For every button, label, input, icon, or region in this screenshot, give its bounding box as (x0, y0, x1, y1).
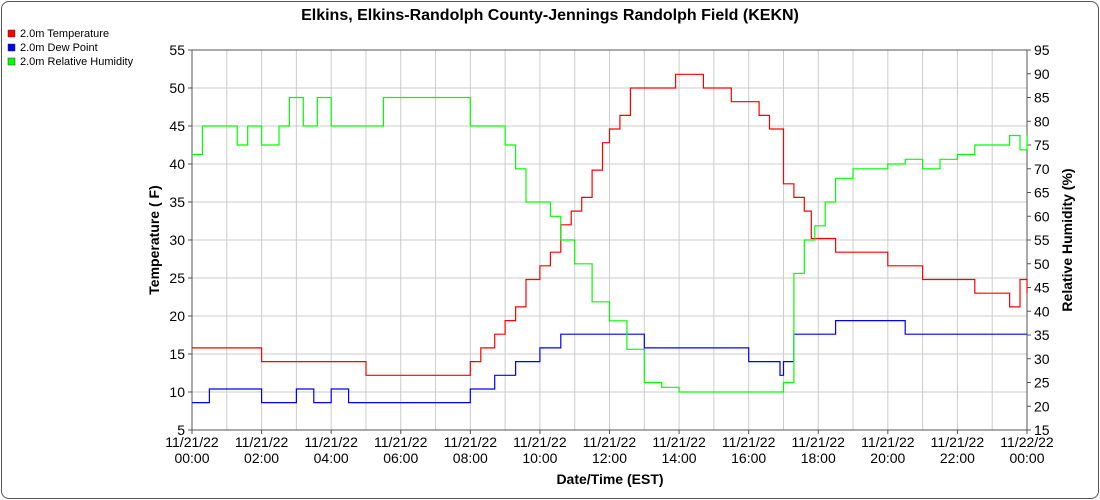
y-right-tick-label: 35 (1034, 327, 1050, 343)
y-right-tick-label: 90 (1034, 66, 1050, 82)
x-tick-time: 10:00 (522, 450, 557, 466)
y-right-tick-label: 55 (1034, 232, 1050, 248)
x-tick-time: 12:00 (592, 450, 627, 466)
y-right-tick-label: 70 (1034, 161, 1050, 177)
y-left-tick-label: 45 (169, 118, 185, 134)
x-tick-time: 04:00 (314, 450, 349, 466)
x-tick-date: 11/21/22 (792, 434, 846, 450)
x-tick-date: 11/21/22 (722, 434, 776, 450)
y-right-tick-label: 20 (1034, 398, 1050, 414)
y-right-tick-label: 65 (1034, 185, 1050, 201)
x-tick-date: 11/21/22 (513, 434, 567, 450)
x-tick-time: 22:00 (940, 450, 975, 466)
legend-label: 2.0m Dew Point (20, 42, 98, 54)
x-axis-label: Date/Time (EST) (556, 471, 663, 487)
x-tick-time: 16:00 (731, 450, 766, 466)
series-line-2-0m-relative-humidity (192, 96, 1028, 393)
x-tick-time: 20:00 (870, 450, 905, 466)
x-tick-time: 08:00 (453, 450, 488, 466)
y-right-tick-label: 75 (1034, 137, 1050, 153)
y-right-tick-label: 25 (1034, 375, 1050, 391)
series-line-2-0m-temperature (192, 73, 1028, 376)
y-left-tick-label: 10 (169, 384, 185, 400)
legend-label: 2.0m Relative Humidity (20, 56, 134, 68)
x-tick-date: 11/21/22 (583, 434, 637, 450)
series-group (192, 73, 1028, 404)
y-right-tick-label: 50 (1034, 256, 1050, 272)
x-tick-time: 00:00 (1009, 450, 1044, 466)
y-axis-right: 15 20 25 30 35 40 45 50 55 60 65 70 75 80 85 90 95 (1027, 42, 1050, 438)
y-left-tick-label: 5 (177, 422, 185, 438)
x-tick-date: 11/22/22 (1000, 434, 1054, 450)
y-left-tick-label: 35 (169, 194, 185, 210)
chart-title: Elkins, Elkins-Randolph County-Jennings … (301, 7, 799, 24)
y-left-tick-label: 30 (169, 232, 185, 248)
y-right-tick-label: 85 (1034, 90, 1050, 106)
y-left-tick-label: 50 (169, 80, 185, 96)
x-tick-time: 02:00 (244, 450, 279, 466)
y-right-tick-label: 40 (1034, 303, 1050, 319)
y-axis-left-label: Temperature ( F) (146, 185, 162, 294)
y-right-tick-label: 60 (1034, 208, 1050, 224)
legend: 2.0m Temperature 2.0m Dew Point 2.0m Relat… (7, 28, 134, 68)
x-tick-date: 11/21/22 (235, 434, 289, 450)
legend-swatch (7, 57, 16, 66)
y-right-tick-label: 80 (1034, 113, 1050, 129)
x-tick-time: 18:00 (801, 450, 836, 466)
legend-swatch (7, 43, 16, 52)
x-tick-time: 14:00 (662, 450, 697, 466)
x-axis: 11/21/2200:0011/21/2202:0011/21/2204:001… (165, 430, 1054, 466)
y-right-tick-label: 15 (1034, 422, 1050, 438)
y-left-tick-label: 40 (169, 156, 185, 172)
y-left-tick-label: 20 (169, 308, 185, 324)
x-tick-time: 06:00 (383, 450, 418, 466)
y-left-tick-label: 55 (169, 42, 185, 58)
legend-swatch (7, 29, 16, 38)
y-right-tick-label: 95 (1034, 42, 1050, 58)
y-axis-left: 5 10 15 20 25 30 35 40 45 50 55 (169, 42, 192, 438)
x-tick-date: 11/21/22 (374, 434, 428, 450)
x-tick-date: 11/21/22 (652, 434, 706, 450)
y-right-tick-label: 30 (1034, 351, 1050, 367)
x-tick-date: 11/21/22 (444, 434, 498, 450)
y-axis-right-label: Relative Humidity (%) (1059, 168, 1075, 311)
y-left-tick-label: 25 (169, 270, 185, 286)
y-right-tick-label: 45 (1034, 280, 1050, 296)
x-tick-date: 11/21/22 (931, 434, 985, 450)
series-line-2-0m-dew-point (192, 320, 1027, 404)
x-tick-date: 11/21/22 (861, 434, 915, 450)
x-tick-date: 11/21/22 (304, 434, 358, 450)
legend-label: 2.0m Temperature (20, 28, 109, 40)
x-tick-date: 11/21/22 (165, 434, 219, 450)
x-tick-time: 00:00 (174, 450, 209, 466)
y-left-tick-label: 15 (169, 346, 185, 362)
